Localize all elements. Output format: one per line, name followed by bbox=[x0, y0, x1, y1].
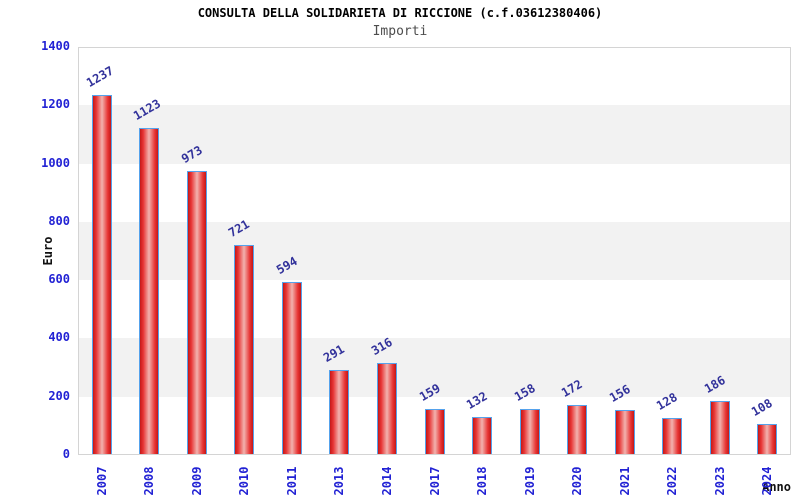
x-tick-label: 2023 bbox=[712, 466, 727, 496]
bar bbox=[234, 244, 255, 455]
y-tick-label: 1000 bbox=[41, 155, 70, 170]
x-tick-label: 2021 bbox=[617, 466, 632, 496]
bar bbox=[186, 171, 207, 455]
bar bbox=[424, 408, 445, 455]
bar bbox=[281, 281, 302, 455]
x-tick-label: 2008 bbox=[142, 466, 157, 496]
bar bbox=[567, 404, 588, 455]
x-tick-label: 2013 bbox=[332, 466, 347, 496]
chart-title: CONSULTA DELLA SOLIDARIETA DI RICCIONE (… bbox=[197, 6, 603, 20]
bar bbox=[614, 409, 635, 455]
y-tick-label: 1400 bbox=[41, 39, 70, 53]
x-tick-label: 2011 bbox=[284, 466, 299, 496]
x-tick-label: 2010 bbox=[237, 466, 252, 496]
x-axis-title: Anno bbox=[762, 480, 791, 494]
x-tick-label: 2017 bbox=[427, 466, 442, 496]
bar bbox=[472, 416, 493, 455]
bar bbox=[519, 408, 540, 455]
bar bbox=[329, 370, 350, 455]
x-tick-label: 2024 bbox=[760, 466, 775, 496]
y-tick-label: 600 bbox=[48, 272, 70, 287]
y-tick-label: 400 bbox=[48, 330, 70, 345]
grid-band bbox=[79, 221, 790, 281]
bar bbox=[757, 423, 778, 455]
y-axis-title: Euro bbox=[41, 236, 55, 266]
bar bbox=[376, 362, 397, 455]
x-tick-label: 2014 bbox=[379, 466, 394, 496]
y-tick-label: 200 bbox=[48, 388, 70, 403]
y-tick-label: 1200 bbox=[41, 97, 70, 112]
x-tick-label: 2020 bbox=[570, 466, 585, 496]
bar bbox=[662, 417, 683, 455]
x-tick-label: 2019 bbox=[522, 466, 537, 496]
x-tick-label: 2009 bbox=[189, 466, 204, 496]
grid-band bbox=[79, 163, 790, 222]
grid-band bbox=[79, 105, 790, 164]
y-tick-label: 0 bbox=[62, 447, 70, 461]
bar bbox=[709, 400, 730, 455]
x-tick-label: 2022 bbox=[665, 466, 680, 496]
y-tick-label: 800 bbox=[48, 213, 70, 228]
bar bbox=[91, 94, 112, 455]
bar bbox=[139, 127, 160, 455]
grid-band bbox=[79, 47, 790, 106]
grid-band bbox=[79, 280, 790, 339]
chart-subtitle: Importi bbox=[372, 24, 428, 39]
x-tick-label: 2007 bbox=[94, 466, 109, 496]
x-tick-label: 2018 bbox=[475, 466, 490, 496]
